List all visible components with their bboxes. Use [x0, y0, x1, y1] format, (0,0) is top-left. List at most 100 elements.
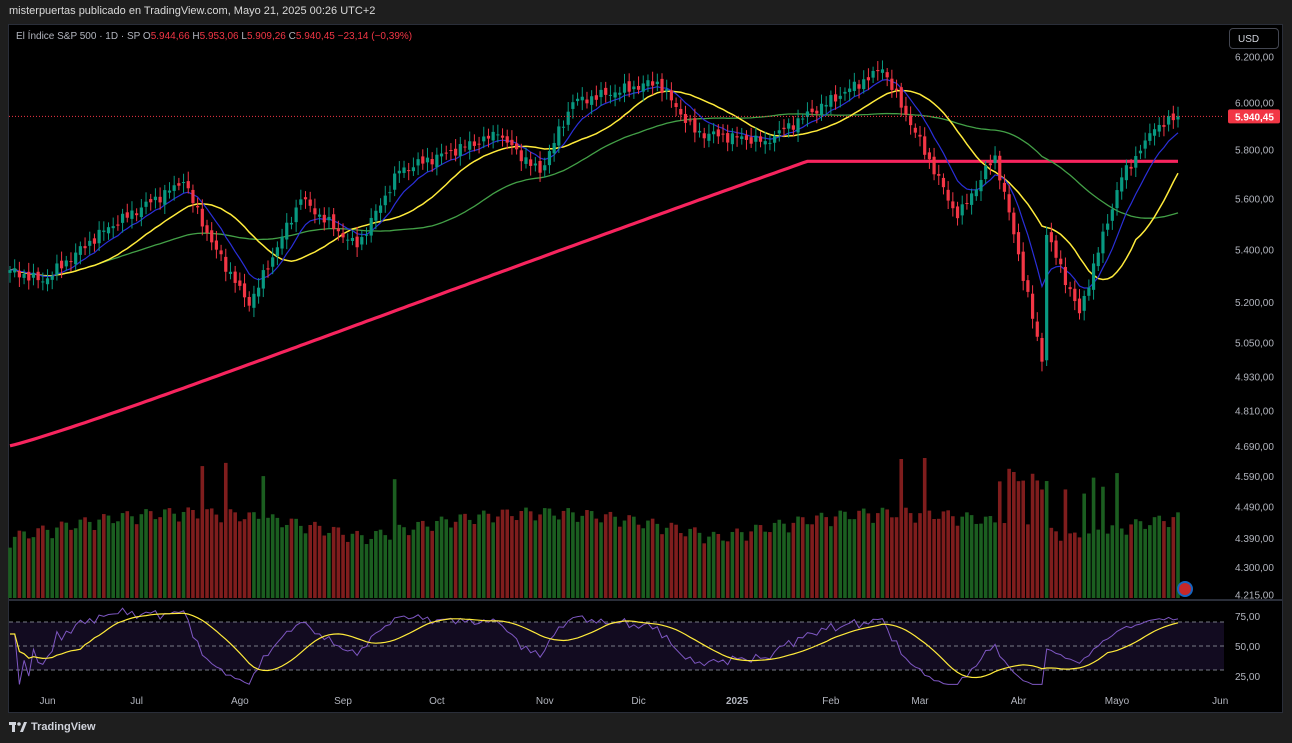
candle-body — [613, 92, 617, 98]
candle-body — [782, 127, 786, 130]
time-axis-label: Ago — [231, 696, 249, 707]
tradingview-logo[interactable]: TradingView — [9, 721, 96, 733]
candle-body — [1035, 321, 1039, 337]
volume-bar — [486, 513, 491, 598]
volume-bar — [936, 518, 941, 598]
volume-bar — [1063, 489, 1068, 598]
candle-body — [181, 182, 186, 184]
volume-bar — [219, 522, 223, 598]
close-value: 5.940,45 — [295, 31, 335, 42]
candle-body — [557, 126, 561, 146]
tradingview-brand: TradingView — [31, 721, 96, 733]
candle-body — [787, 123, 791, 129]
candle-body — [449, 150, 453, 152]
candle-body — [397, 170, 401, 174]
volume-bar — [55, 527, 59, 598]
currency-button[interactable]: USD — [1229, 28, 1279, 49]
volume-bar — [341, 534, 345, 598]
volume-bar — [941, 511, 946, 598]
candle-body — [848, 88, 852, 93]
volume-bar — [1105, 533, 1110, 598]
low-label: L — [241, 31, 247, 42]
candle-body — [196, 205, 200, 208]
candle-body — [1016, 232, 1021, 255]
candle-body — [496, 134, 500, 136]
time-axis-label: Mar — [911, 696, 929, 707]
candle-body — [533, 163, 537, 166]
high-value: 5.953,06 — [199, 31, 239, 42]
candle-body — [1049, 232, 1053, 243]
volume-bar — [261, 476, 266, 598]
volume-bar — [866, 513, 871, 598]
rsi-axis-label: 25,00 — [1235, 672, 1260, 683]
volume-bar — [875, 513, 880, 598]
volume-bar — [880, 507, 885, 598]
volume-bar — [449, 527, 453, 598]
volume-bar — [693, 527, 697, 598]
volume-bar — [683, 536, 688, 598]
volume-bar — [1073, 532, 1077, 598]
candle-body — [984, 165, 988, 180]
symbol-legend[interactable]: El Índice S&P 500 · 1D · SP O5.944,66 H5… — [16, 31, 412, 42]
candle-body — [843, 91, 847, 94]
open-value: 5.944,66 — [150, 31, 190, 42]
volume-bar — [1133, 519, 1138, 598]
ma-yellow-line — [9, 89, 1179, 281]
volume-bar — [580, 515, 585, 598]
volume-bar — [181, 511, 186, 598]
candle-body — [932, 156, 936, 175]
candle-body — [580, 96, 584, 101]
candle-body — [224, 256, 228, 272]
volume-bar — [641, 528, 646, 598]
volume-bar — [552, 515, 556, 598]
candle-body — [266, 268, 270, 270]
candle-body — [130, 210, 134, 219]
volume-bar — [120, 513, 125, 598]
candle-body — [1152, 129, 1157, 136]
candle-body — [205, 225, 209, 234]
volume-bar — [735, 528, 739, 598]
volume-bar — [1148, 525, 1152, 598]
candle-body — [970, 193, 974, 205]
volume-bar — [233, 512, 237, 598]
candle-body — [1162, 125, 1166, 127]
candle-body — [923, 136, 927, 155]
candle-body — [486, 135, 491, 139]
volume-bar — [1030, 473, 1035, 598]
volume-bar — [411, 529, 416, 598]
candle-body — [402, 167, 406, 173]
volume-bar — [1176, 512, 1180, 598]
volume-bar — [1077, 537, 1082, 598]
candle-body — [435, 154, 439, 168]
volume-bar — [294, 518, 298, 598]
volume-bar — [1002, 523, 1007, 598]
volume-bar — [22, 531, 26, 598]
volume-bar — [594, 518, 599, 598]
price-axis-label: 4.300,00 — [1235, 563, 1274, 574]
volume-bar — [894, 517, 899, 598]
volume-bar — [17, 530, 22, 598]
volume-bar — [345, 541, 350, 598]
candle-body — [510, 139, 514, 146]
rsi-axis-label: 50,00 — [1235, 642, 1260, 653]
candle-body — [632, 86, 636, 90]
volume-bar — [139, 514, 144, 598]
volume-bar — [1096, 529, 1101, 598]
candle-body — [153, 196, 158, 201]
volume-bar — [402, 527, 406, 598]
candle-body — [941, 177, 946, 188]
publication-caption: misterpuertas publicado en TradingView.c… — [9, 5, 376, 17]
volume-bar — [754, 524, 758, 598]
volume-bar — [289, 518, 294, 598]
candle-body — [1110, 209, 1114, 221]
candle-body — [519, 150, 523, 162]
volume-bar — [1068, 533, 1072, 598]
candle-body — [1059, 258, 1063, 265]
ma-pink-line — [9, 159, 1178, 448]
candle-body — [1026, 280, 1030, 292]
candle-body — [378, 205, 383, 213]
candle-body — [1129, 166, 1133, 169]
volume-bar — [542, 508, 547, 598]
candle-body — [45, 278, 50, 285]
